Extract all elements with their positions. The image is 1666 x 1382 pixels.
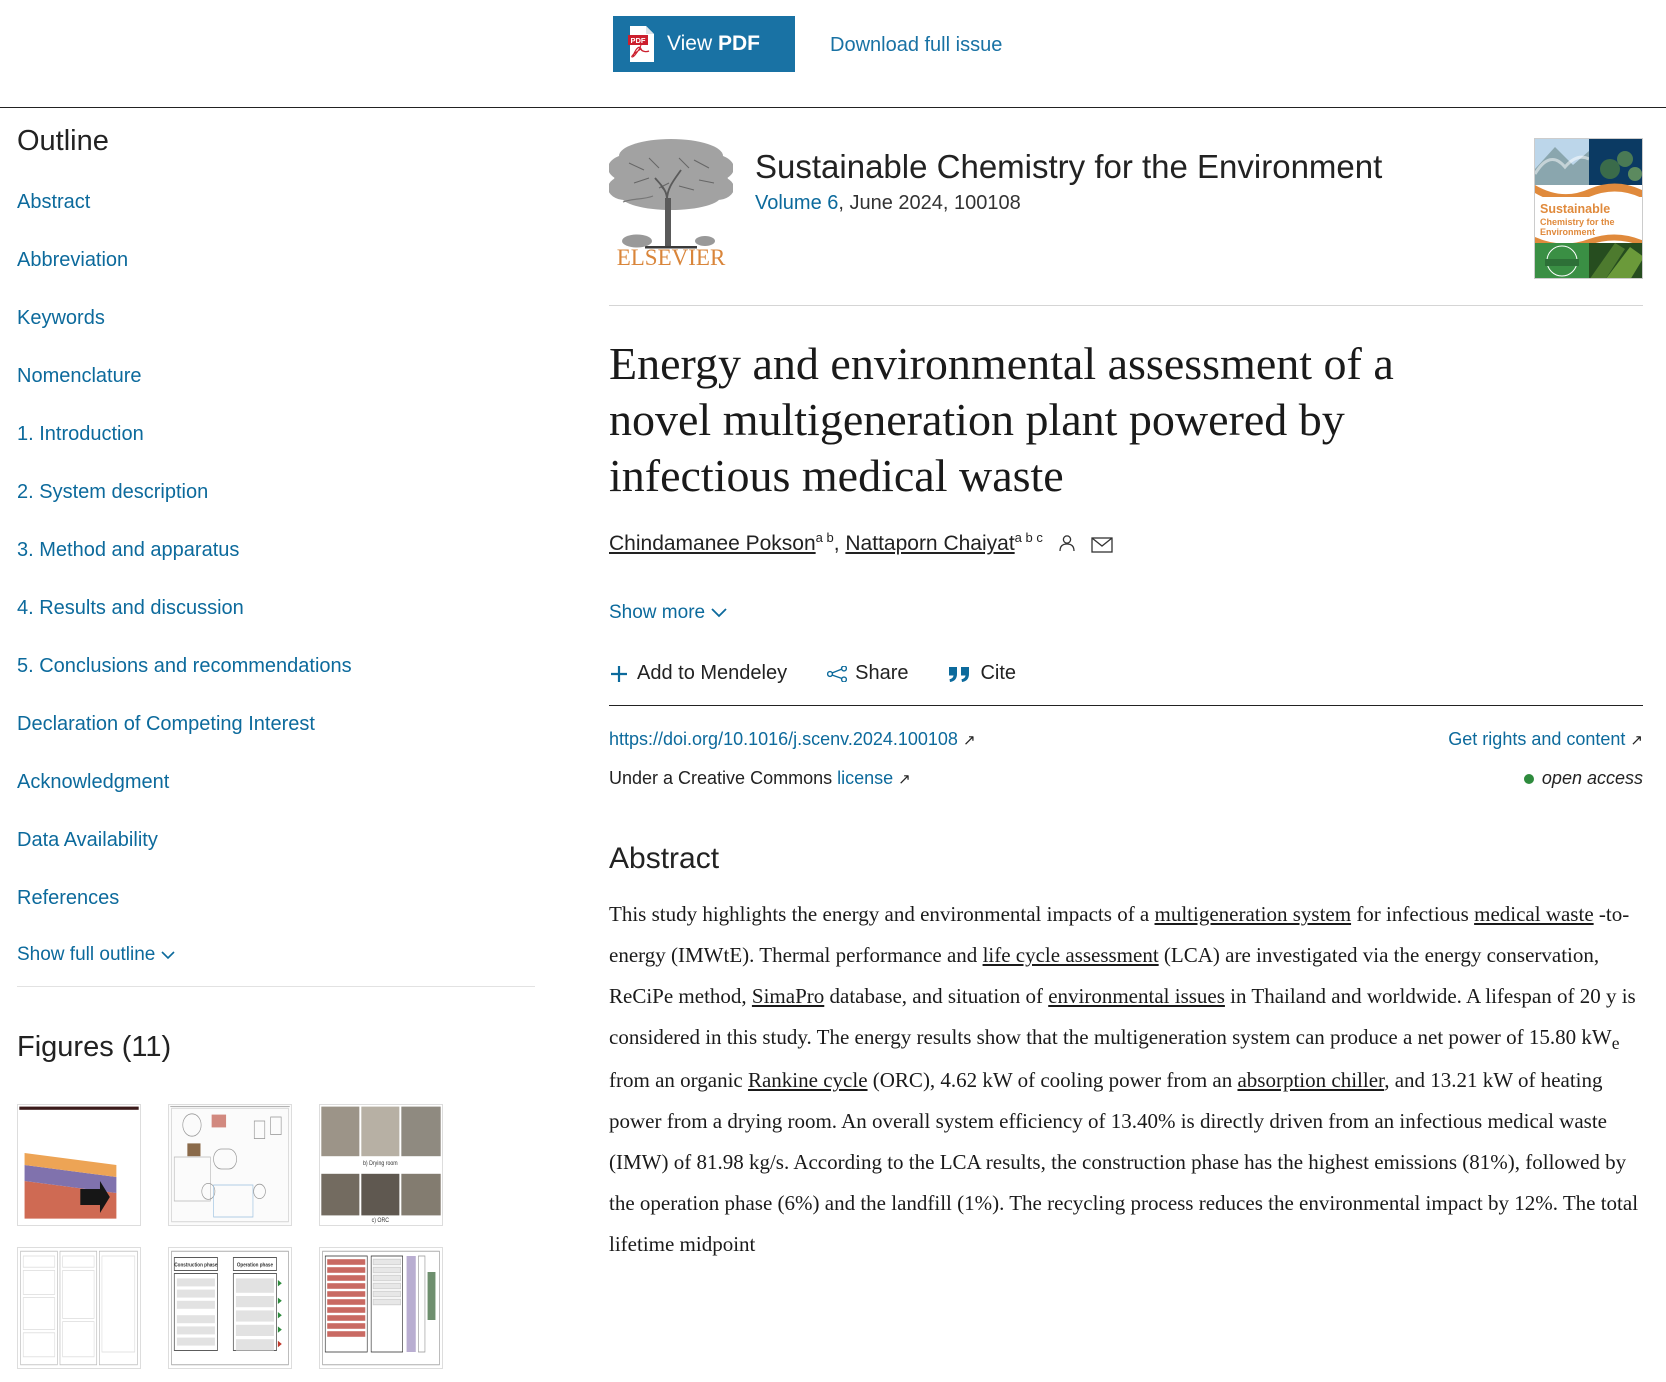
svg-text:ELSEVIER: ELSEVIER [617, 245, 726, 270]
svg-text:PDF: PDF [631, 36, 646, 45]
svg-text:Sustainable: Sustainable [1540, 202, 1610, 216]
svg-text:Chemistry for the: Chemistry for the [1540, 217, 1615, 227]
svg-text:b) Drying room: b) Drying room [363, 1161, 398, 1168]
svg-text:Construction phase: Construction phase [174, 1262, 217, 1269]
svg-text:Operation phase: Operation phase [237, 1262, 273, 1269]
svg-text:c) ORC: c) ORC [372, 1217, 389, 1224]
svg-text:Environment: Environment [1540, 227, 1595, 237]
